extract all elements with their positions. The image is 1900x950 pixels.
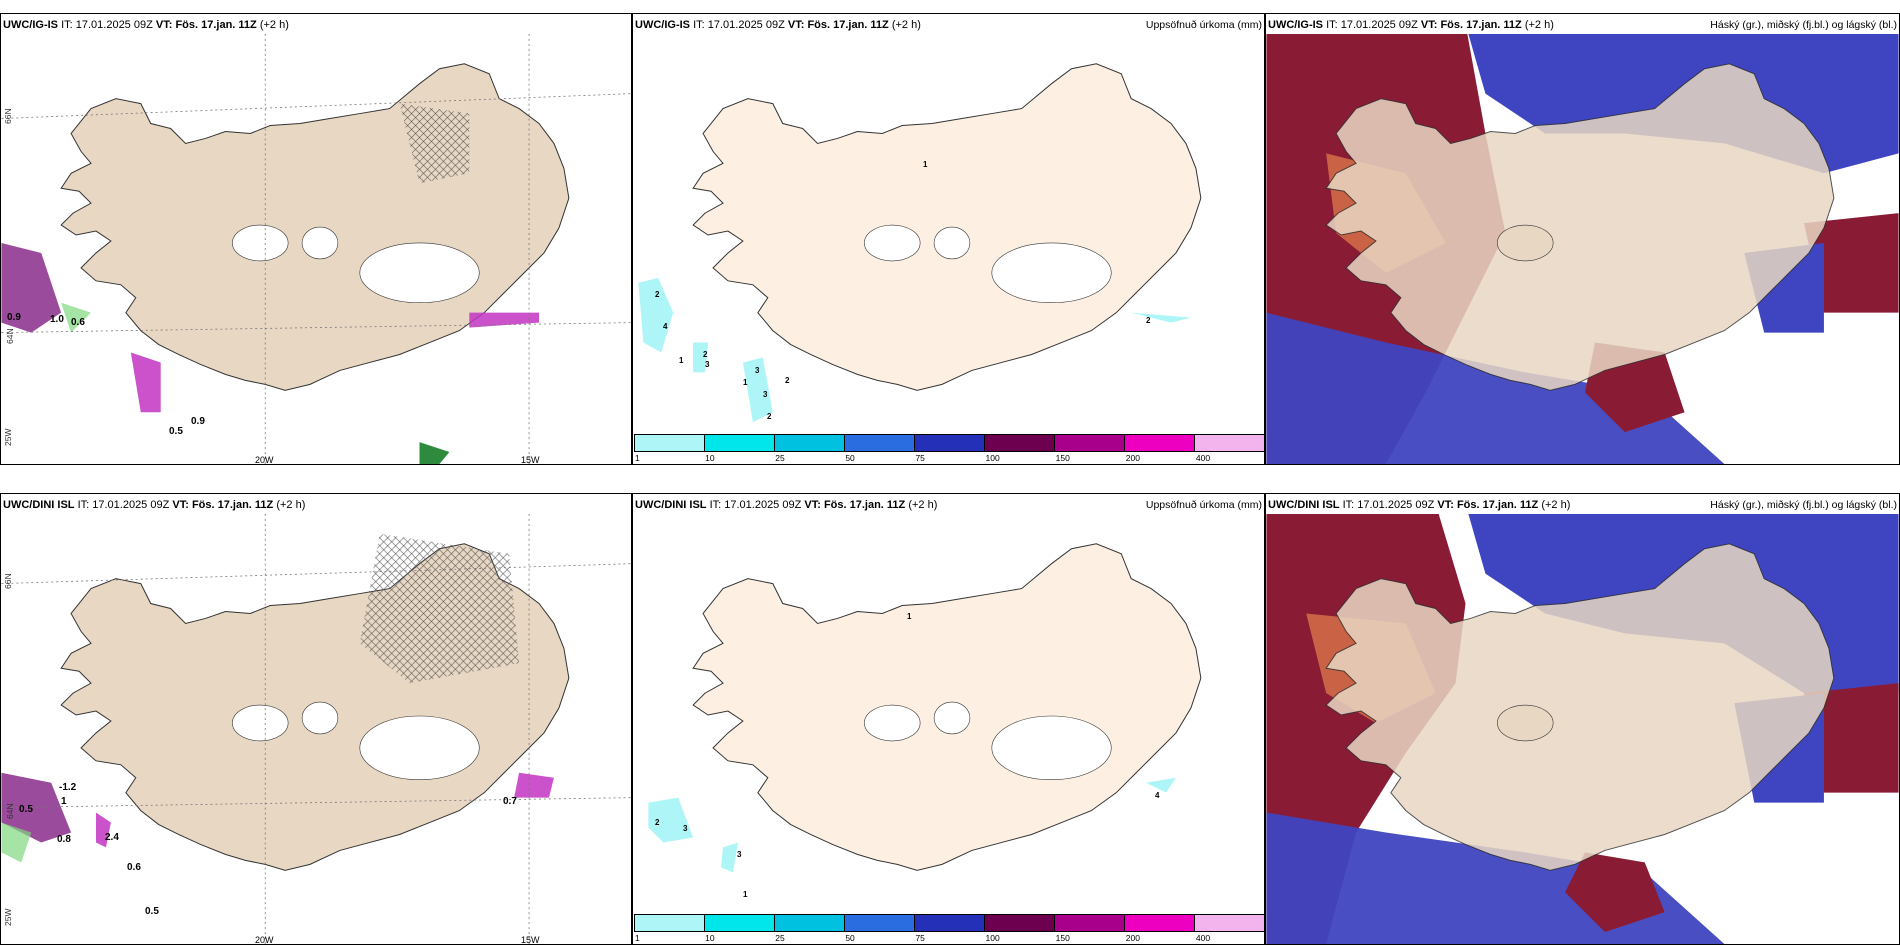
colorbar-swatch	[705, 915, 775, 931]
value-label: 2	[767, 412, 772, 421]
colorbar-tick-label: 100	[985, 933, 1000, 943]
value-label: 2	[785, 376, 790, 385]
panel-title: UWC/IG-IS IT: 17.01.2025 09Z VT: Fös. 17…	[1266, 16, 1899, 34]
colorbar-tick-label: 400	[1195, 933, 1211, 943]
colorbar-tick-label: 75	[915, 453, 925, 463]
colorbar-swatch	[915, 915, 985, 931]
value-label: 3	[737, 850, 742, 859]
colorbar-tick-label: 150	[1055, 933, 1070, 943]
colorbar	[634, 914, 1264, 932]
value-label: 4	[663, 322, 668, 331]
colorbar-swatch	[1195, 915, 1264, 931]
panel-wind-bottom: UWC/DINI ISL IT: 17.01.2025 09Z VT: Fös.…	[0, 493, 632, 945]
colorbar-tick-label: 10	[705, 453, 715, 463]
colorbar-swatch	[775, 435, 845, 451]
lat-label: 64N	[5, 803, 15, 819]
colorbar-tick-label: 200	[1125, 933, 1140, 943]
value-label: 3	[705, 360, 710, 369]
colorbar-tick-label: 50	[845, 933, 855, 943]
value-label: 0.7	[503, 796, 517, 807]
value-label: 1	[61, 796, 67, 807]
lat-label: 64N	[5, 328, 15, 344]
colorbar-swatch	[985, 915, 1055, 931]
value-label: 2.4	[105, 832, 119, 843]
value-label: 2	[655, 290, 660, 299]
panel-title: UWC/DINI ISL IT: 17.01.2025 09Z VT: Fös.…	[635, 499, 1262, 511]
panel-cloud-top: UWC/IG-IS IT: 17.01.2025 09Z VT: Fös. 17…	[1265, 13, 1900, 465]
value-label: 0.8	[57, 834, 71, 845]
colorbar-swatch	[775, 915, 845, 931]
colorbar-swatch	[1125, 435, 1195, 451]
colorbar-swatch	[1195, 435, 1264, 451]
value-label: 0.5	[169, 426, 183, 437]
cloud-map-bottom	[1266, 494, 1899, 944]
panel-title: UWC/IG-IS IT: 17.01.2025 09Z VT: Fös. 17…	[3, 19, 289, 31]
value-label: -1.2	[59, 782, 77, 793]
colorbar-swatch	[635, 915, 705, 931]
lon-label: 20W	[255, 935, 274, 945]
colorbar-swatch	[705, 435, 775, 451]
lon-label: 15W	[521, 455, 540, 465]
colorbar-tick-label: 25	[775, 453, 785, 463]
panel-cloud-bottom: UWC/DINI ISL IT: 17.01.2025 09Z VT: Fös.…	[1265, 493, 1900, 945]
colorbar-tick-label: 50	[845, 453, 855, 463]
panel-title: UWC/IG-IS IT: 17.01.2025 09Z VT: Fös. 17…	[635, 19, 1262, 31]
value-label: 0.9	[7, 312, 21, 323]
value-label: 1	[743, 890, 748, 899]
value-label: 4	[1155, 791, 1160, 800]
value-label: 1	[923, 160, 928, 169]
lat-label: 66N	[3, 573, 13, 589]
value-label: 2	[655, 818, 660, 827]
colorbar-tick-label: 10	[705, 933, 715, 943]
colorbar-tick-label: 200	[1125, 453, 1140, 463]
lat-label: 66N	[3, 108, 13, 124]
value-label: 3	[763, 390, 768, 399]
value-label: 0.5	[145, 906, 159, 917]
value-label: 0.9	[191, 416, 205, 427]
colorbar-tick-label: 400	[1195, 453, 1211, 463]
cloud-map-top	[1266, 14, 1899, 464]
colorbar-tick-label: 25	[775, 933, 785, 943]
lon-label: 25W	[3, 428, 13, 446]
value-label: 3	[683, 824, 688, 833]
colorbar-tick-label: 1	[635, 453, 640, 463]
panel-precip-top: UWC/IG-IS IT: 17.01.2025 09Z VT: Fös. 17…	[632, 13, 1265, 465]
lon-label: 15W	[521, 935, 540, 945]
colorbar-tick-label: 1	[635, 933, 640, 943]
colorbar-swatch	[1125, 915, 1195, 931]
value-label: 0.6	[71, 317, 85, 328]
colorbar-swatch	[635, 435, 705, 451]
colorbar-swatch	[985, 435, 1055, 451]
colorbar-swatch	[915, 435, 985, 451]
colorbar-swatch	[845, 915, 915, 931]
value-label: 2	[1146, 316, 1151, 325]
colorbar-swatch	[1055, 435, 1125, 451]
value-label: 1	[907, 612, 912, 621]
colorbar-tick-label: 100	[985, 453, 1000, 463]
colorbar-swatch	[845, 435, 915, 451]
value-label: 3	[755, 366, 760, 375]
precip-map-top	[633, 14, 1264, 464]
colorbar	[634, 434, 1264, 452]
panel-title: UWC/DINI ISL IT: 17.01.2025 09Z VT: Fös.…	[1266, 496, 1899, 514]
value-label: 1	[679, 356, 684, 365]
value-label: 0.5	[19, 804, 33, 815]
panel-wind-top: UWC/IG-IS IT: 17.01.2025 09Z VT: Fös. 17…	[0, 13, 632, 465]
precip-map-bottom	[633, 494, 1264, 944]
panel-precip-bottom: UWC/DINI ISL IT: 17.01.2025 09Z VT: Fös.…	[632, 493, 1265, 945]
lon-label: 20W	[255, 455, 274, 465]
value-label: 2	[703, 350, 708, 359]
colorbar-swatch	[1055, 915, 1125, 931]
colorbar-tick-label: 75	[915, 933, 925, 943]
value-label: 1	[743, 378, 748, 387]
lon-label: 25W	[3, 908, 13, 926]
value-label: 1.0	[50, 314, 64, 325]
wind-map-top	[1, 14, 631, 464]
colorbar-tick-label: 150	[1055, 453, 1070, 463]
value-label: 0.6	[127, 862, 141, 873]
panel-title: UWC/DINI ISL IT: 17.01.2025 09Z VT: Fös.…	[3, 499, 306, 511]
wind-map-bottom	[1, 494, 631, 944]
